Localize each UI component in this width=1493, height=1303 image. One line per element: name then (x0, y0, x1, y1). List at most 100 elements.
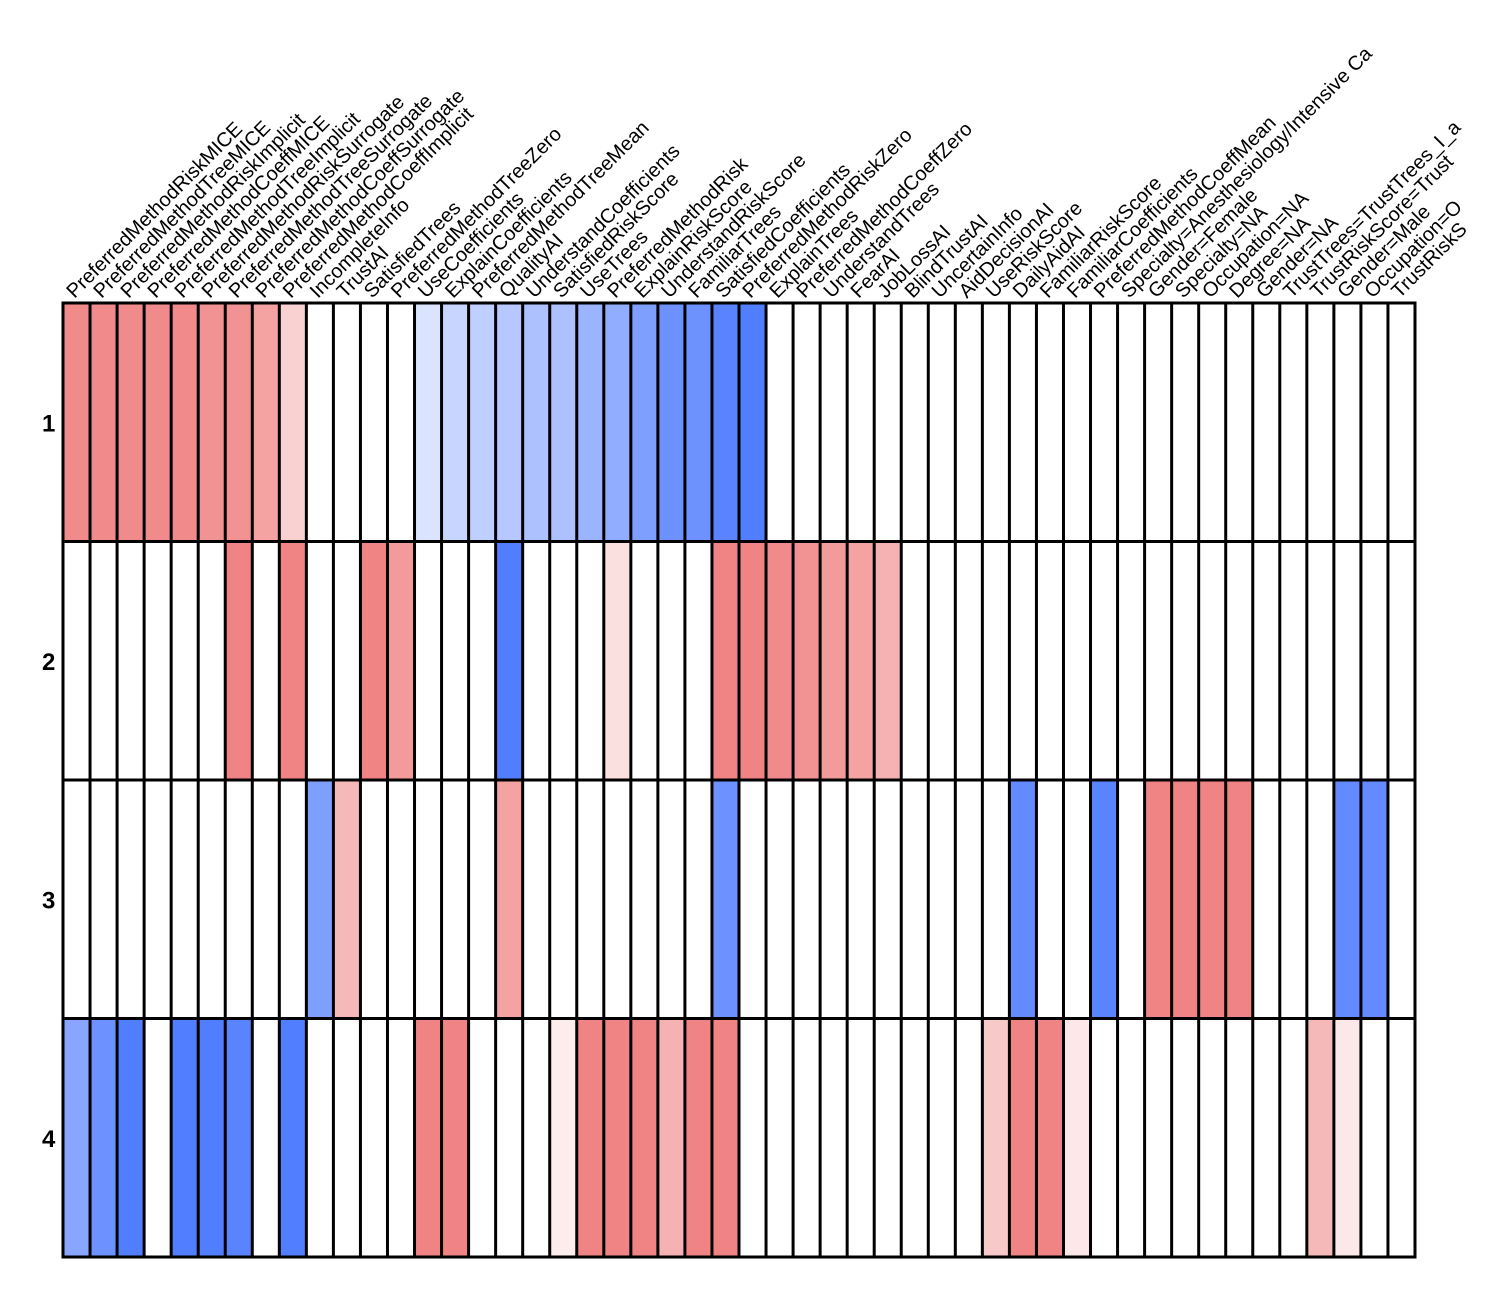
heatmap-grid (61, 301, 1417, 1259)
heatmap-cell-r4-c43 (1198, 1018, 1226, 1257)
heatmap-cell-r2-c1 (63, 541, 91, 780)
heatmap-cell-r2-c44 (1225, 541, 1253, 780)
heatmap-cell-r3-c47 (1306, 780, 1334, 1019)
heatmap-cell-r1-c40 (1117, 303, 1145, 542)
heatmap-cell-r4-c44 (1225, 1018, 1253, 1257)
heatmap-cell-r4-c20 (576, 1018, 604, 1257)
heatmap-cell-r2-c30 (847, 541, 875, 780)
heatmap-cell-r2-c3 (117, 541, 145, 780)
heatmap-cell-r4-c11 (333, 1018, 361, 1257)
heatmap-cell-r4-c23 (657, 1018, 685, 1257)
heatmap-cell-r2-c27 (766, 541, 794, 780)
heatmap-cell-r3-c6 (198, 780, 226, 1019)
heatmap-cell-r2-c29 (820, 541, 848, 780)
heatmap-cell-r1-c10 (306, 303, 334, 542)
heatmap-cell-r4-c28 (793, 1018, 821, 1257)
heatmap-cell-r2-c19 (549, 541, 577, 780)
heatmap-cell-r4-c21 (603, 1018, 631, 1257)
heatmap-cell-r1-c24 (684, 303, 712, 542)
heatmap-cell-r2-c8 (252, 541, 280, 780)
heatmap-cell-r4-c49 (1360, 1018, 1388, 1257)
heatmap-cell-r3-c25 (711, 780, 739, 1019)
heatmap-cell-r1-c4 (144, 303, 172, 542)
heatmap-cell-r4-c31 (874, 1018, 902, 1257)
heatmap-cell-r2-c22 (630, 541, 658, 780)
heatmap-cell-r2-c20 (576, 541, 604, 780)
heatmap-cell-r4-c9 (279, 1018, 307, 1257)
heatmap-cell-r2-c23 (657, 541, 685, 780)
heatmap-cell-r1-c27 (766, 303, 794, 542)
heatmap-cell-r3-c2 (90, 780, 118, 1019)
heatmap-cell-r2-c38 (1063, 541, 1091, 780)
heatmap-cell-r2-c21 (603, 541, 631, 780)
heatmap-cell-r3-c15 (441, 780, 469, 1019)
heatmap-cell-r3-c43 (1198, 780, 1226, 1019)
heatmap-cell-r1-c3 (117, 303, 145, 542)
heatmap-cell-r4-c32 (901, 1018, 929, 1257)
heatmap-cell-r4-c29 (820, 1018, 848, 1257)
heatmap-cell-r2-c18 (522, 541, 550, 780)
heatmap-cell-r1-c8 (252, 303, 280, 542)
heatmap-cell-r1-c2 (90, 303, 118, 542)
heatmap-cell-r2-c34 (955, 541, 983, 780)
heatmap-cell-r3-c35 (982, 780, 1010, 1019)
heatmap-cell-r3-c32 (901, 780, 929, 1019)
heatmap-cell-r3-c20 (576, 780, 604, 1019)
heatmap-cell-r3-c31 (874, 780, 902, 1019)
column-labels: PreferredMethodRiskMICEPreferredMethodTr… (62, 42, 1471, 302)
heatmap-cell-r1-c25 (711, 303, 739, 542)
heatmap-cell-r1-c23 (657, 303, 685, 542)
heatmap-cell-r4-c39 (1090, 1018, 1118, 1257)
heatmap-cell-r4-c34 (955, 1018, 983, 1257)
heatmap-cell-r1-c1 (63, 303, 91, 542)
heatmap-cell-r3-c49 (1360, 780, 1388, 1019)
heatmap-cell-r2-c16 (468, 541, 496, 780)
heatmap-cell-r4-c25 (711, 1018, 739, 1257)
heatmap-cell-r1-c9 (279, 303, 307, 542)
heatmap-cell-r1-c12 (360, 303, 388, 542)
heatmap-cell-r2-c31 (874, 541, 902, 780)
row-label: 3 (42, 887, 55, 914)
heatmap-cell-r4-c35 (982, 1018, 1010, 1257)
heatmap-cell-r1-c48 (1333, 303, 1361, 542)
heatmap-cell-r4-c27 (766, 1018, 794, 1257)
heatmap-cell-r2-c33 (928, 541, 956, 780)
heatmap-cell-r3-c37 (1036, 780, 1064, 1019)
heatmap-cell-r2-c14 (414, 541, 442, 780)
heatmap-cell-r1-c6 (198, 303, 226, 542)
heatmap-cell-r3-c26 (739, 780, 767, 1019)
heatmap-cell-r1-c29 (820, 303, 848, 542)
heatmap-cell-r2-c24 (684, 541, 712, 780)
row-label: 2 (42, 649, 55, 676)
heatmap-cell-r2-c28 (793, 541, 821, 780)
heatmap-cell-r3-c34 (955, 780, 983, 1019)
heatmap-cell-r2-c48 (1333, 541, 1361, 780)
heatmap-cell-r1-c22 (630, 303, 658, 542)
heatmap-cell-r4-c19 (549, 1018, 577, 1257)
heatmap-cell-r3-c36 (1009, 780, 1037, 1019)
heatmap-cell-r1-c36 (1009, 303, 1037, 542)
heatmap-cell-r1-c18 (522, 303, 550, 542)
heatmap-cell-r4-c24 (684, 1018, 712, 1257)
row-label: 4 (42, 1126, 56, 1153)
heatmap-cell-r1-c32 (901, 303, 929, 542)
heatmap-cell-r4-c45 (1252, 1018, 1280, 1257)
heatmap-cell-r2-c32 (901, 541, 929, 780)
heatmap-cell-r4-c18 (522, 1018, 550, 1257)
heatmap-cell-r1-c45 (1252, 303, 1280, 542)
heatmap-cell-r1-c33 (928, 303, 956, 542)
heatmap-cell-r3-c50 (1387, 780, 1415, 1019)
heatmap-cell-r3-c18 (522, 780, 550, 1019)
heatmap-cell-r3-c27 (766, 780, 794, 1019)
heatmap-cell-r3-c45 (1252, 780, 1280, 1019)
heatmap-cell-r3-c46 (1279, 780, 1307, 1019)
heatmap-cell-r3-c21 (603, 780, 631, 1019)
heatmap-cell-r4-c1 (63, 1018, 91, 1257)
heatmap-cell-r3-c30 (847, 780, 875, 1019)
heatmap-cell-r2-c15 (441, 541, 469, 780)
heatmap-cell-r1-c49 (1360, 303, 1388, 542)
heatmap-cell-r1-c50 (1387, 303, 1415, 542)
heatmap-cell-r3-c14 (414, 780, 442, 1019)
heatmap-cell-r2-c10 (306, 541, 334, 780)
